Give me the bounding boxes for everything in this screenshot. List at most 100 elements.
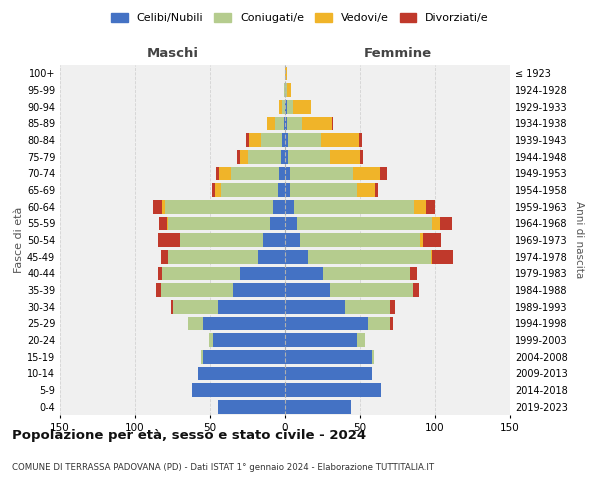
Bar [331,116,333,130]
Bar [261,133,282,147]
Bar [432,216,439,230]
Bar [240,266,285,280]
Bar [321,133,359,147]
Y-axis label: Fasce di età: Fasce di età [14,207,24,273]
Bar [367,316,390,330]
Bar [285,333,357,347]
Bar [323,266,409,280]
Text: COMUNE DI TERRASSA PADOVANA (PD) - Dati ISTAT 1° gennaio 2024 - Elaborazione TUT: COMUNE DI TERRASSA PADOVANA (PD) - Dati … [12,464,434,472]
Bar [249,133,261,147]
Bar [290,183,357,197]
Text: Maschi: Maschi [146,47,199,60]
Bar [156,283,161,297]
Bar [203,350,285,364]
Bar [290,166,353,180]
Bar [218,400,285,413]
Text: Popolazione per età, sesso e stato civile - 2024: Popolazione per età, sesso e stato civil… [12,430,366,442]
Bar [161,250,168,264]
Bar [285,83,287,97]
Bar [159,216,167,230]
Bar [285,183,290,197]
Bar [215,183,221,197]
Bar [165,200,273,213]
Bar [285,233,300,247]
Bar [162,200,165,213]
Bar [285,116,287,130]
Bar [219,166,231,180]
Bar [357,183,375,197]
Bar [330,283,413,297]
Bar [420,233,423,247]
Bar [168,250,258,264]
Bar [423,233,441,247]
Bar [285,66,287,80]
Y-axis label: Anni di nascita: Anni di nascita [574,202,584,278]
Bar [248,150,281,164]
Bar [263,233,285,247]
Bar [187,316,203,330]
Bar [277,183,285,197]
Bar [345,300,390,314]
Bar [285,166,290,180]
Bar [285,400,351,413]
Bar [270,216,285,230]
Bar [246,133,249,147]
Bar [308,250,431,264]
Bar [285,350,372,364]
Bar [157,266,162,280]
Bar [237,150,240,164]
Legend: Celibi/Nubili, Coniugati/e, Vedovi/e, Divorziati/e: Celibi/Nubili, Coniugati/e, Vedovi/e, Di… [107,8,493,28]
Bar [414,200,426,213]
Bar [287,83,291,97]
Bar [285,200,294,213]
Bar [198,366,285,380]
Bar [297,216,432,230]
Text: Femmine: Femmine [364,47,431,60]
Bar [281,150,285,164]
Bar [161,283,233,297]
Bar [409,266,417,280]
Bar [330,150,360,164]
Bar [221,183,277,197]
Bar [282,100,285,114]
Bar [284,116,285,130]
Bar [180,233,263,247]
Bar [431,250,432,264]
Bar [168,216,270,230]
Bar [300,233,420,247]
Bar [360,150,363,164]
Bar [192,383,285,397]
Bar [432,250,453,264]
Bar [302,116,331,130]
Bar [390,300,395,314]
Bar [240,150,248,164]
Bar [285,133,288,147]
Bar [285,300,345,314]
Bar [285,150,288,164]
Bar [216,166,219,180]
Bar [162,266,240,280]
Bar [273,200,285,213]
Bar [258,250,285,264]
Bar [153,200,162,213]
Bar [167,216,168,230]
Bar [231,166,279,180]
Bar [372,350,373,364]
Bar [287,116,302,130]
Bar [285,100,287,114]
Bar [213,333,285,347]
Bar [375,183,378,197]
Bar [426,200,435,213]
Bar [282,133,285,147]
Bar [285,266,323,280]
Bar [285,283,330,297]
Bar [267,116,275,130]
Bar [275,116,284,130]
Bar [285,216,297,230]
Bar [218,300,285,314]
Bar [285,383,381,397]
Bar [279,166,285,180]
Bar [293,100,311,114]
Bar [413,283,419,297]
Bar [353,166,380,180]
